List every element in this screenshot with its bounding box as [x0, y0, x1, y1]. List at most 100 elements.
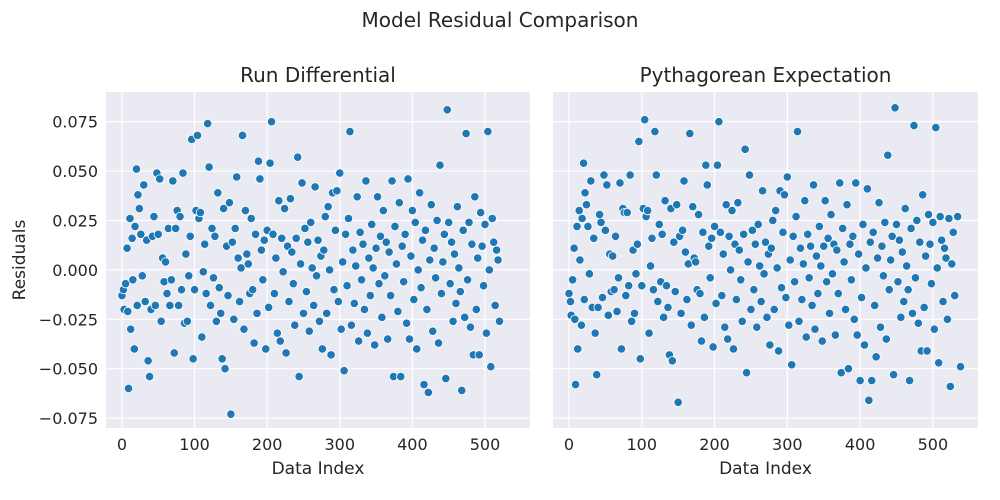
scatter-point [359, 304, 370, 315]
scatter-point [188, 354, 198, 364]
scatter-point [264, 302, 274, 313]
scatter-point [387, 176, 397, 186]
scatter-point [797, 294, 807, 305]
scatter-point [311, 271, 322, 281]
scatter-point [820, 196, 830, 206]
scatter-point [489, 237, 499, 247]
y-tick-label: 0.075 [52, 113, 98, 132]
scatter-point [240, 205, 250, 216]
scatter-point [439, 229, 449, 239]
scatter-point [817, 336, 827, 346]
scatter-point [166, 275, 176, 285]
scatter-point [752, 322, 762, 332]
scatter-point [377, 312, 387, 322]
scatter-point [826, 209, 836, 220]
scatter-point [938, 296, 948, 307]
scatter-point [335, 168, 345, 178]
scatter-point [612, 306, 622, 316]
scatter-point [266, 117, 277, 127]
scatter-point [698, 227, 708, 237]
scatter-point [446, 237, 457, 247]
x-tick-label: 400 [845, 435, 876, 454]
scatter-point [204, 162, 214, 172]
scatter-point [819, 241, 829, 251]
scatter-point [224, 198, 235, 208]
scatter-point [580, 188, 590, 198]
scatter-point [426, 200, 436, 210]
scatter-point [268, 229, 278, 239]
scatter-point [174, 300, 184, 311]
scatter-point [285, 194, 296, 204]
scatter-point [925, 239, 935, 249]
scatter-point [287, 247, 297, 257]
scatter-point [720, 322, 730, 332]
scatter-point [232, 172, 242, 182]
scatter-point [410, 217, 420, 228]
y-tick-label: −0.025 [39, 310, 98, 329]
scatter-point [123, 383, 134, 394]
scatter-point [676, 308, 686, 318]
scatter-point [189, 285, 200, 295]
scatter-point [615, 178, 625, 188]
scatter-point [156, 316, 166, 326]
scatter-point [338, 257, 348, 267]
scatter-point [712, 160, 723, 170]
x-tick-label: 0 [117, 435, 127, 454]
scatter-point [122, 243, 132, 253]
scatter-point [855, 375, 865, 386]
scatter-point [766, 243, 776, 253]
scatter-point [384, 247, 394, 257]
scatter-point [298, 308, 309, 318]
scatter-point [919, 302, 929, 313]
scatter-point [132, 300, 142, 311]
scatter-point [492, 245, 502, 255]
scatter-point [877, 241, 887, 251]
scatter-point [701, 160, 711, 170]
scatter-point [823, 233, 833, 243]
scatter-point [277, 233, 287, 243]
scatter-point [477, 241, 487, 251]
scatter-point [381, 237, 391, 247]
scatter-point [759, 269, 769, 279]
scatter-point [269, 288, 280, 299]
scatter-point [724, 231, 734, 241]
scatter-point [565, 296, 576, 307]
scatter-point [880, 217, 890, 228]
scatter-point [320, 211, 330, 222]
scatter-point [727, 205, 737, 216]
scatter-point [782, 172, 792, 182]
scatter-point [773, 346, 784, 356]
scatter-point [433, 338, 444, 348]
scatter-point [711, 298, 721, 309]
scatter-point [325, 265, 335, 275]
scatter-point [909, 121, 919, 131]
scatter-point [941, 253, 951, 263]
scatter-point [887, 231, 897, 241]
scatter-point [314, 316, 325, 326]
plot-area [106, 92, 530, 428]
scatter-point [875, 322, 886, 332]
scatter-point [883, 150, 893, 160]
scatter-point [127, 233, 137, 243]
scatter-point [912, 215, 922, 226]
scatter-point [590, 328, 600, 338]
scatter-point [153, 229, 163, 239]
scatter-point [390, 221, 400, 231]
scatter-point [349, 298, 359, 309]
scatter-point [460, 312, 470, 322]
scatter-point [248, 285, 258, 295]
scatter-point [295, 259, 306, 269]
scatter-point [401, 318, 412, 328]
scatter-point [749, 285, 759, 295]
scatter-point [259, 235, 269, 245]
scatter-point [669, 237, 679, 247]
scatter-point [931, 122, 941, 133]
scatter-point [406, 251, 416, 261]
scatter-point [854, 249, 864, 259]
scatter-point [935, 211, 945, 222]
scatter-point [233, 253, 243, 263]
scatter-point [409, 294, 419, 305]
scatter-point [280, 204, 290, 214]
scatter-point [753, 219, 763, 230]
scatter-point [317, 344, 327, 354]
